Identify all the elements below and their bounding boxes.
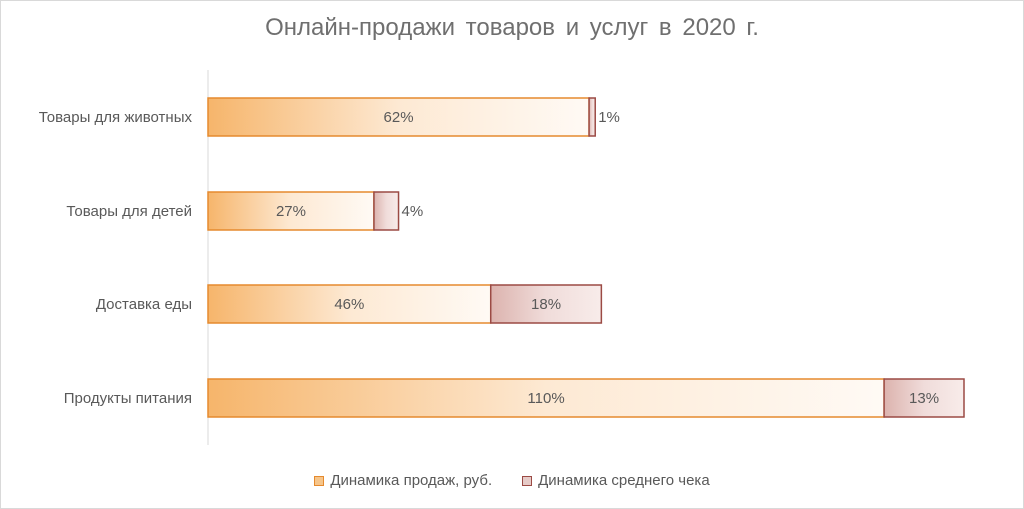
legend-label-sales: Динамика продаж, руб.: [330, 472, 493, 489]
data-label-avg-check: 13%: [909, 390, 939, 407]
bar-sales: [207, 378, 885, 418]
category-label: Товары для животных: [39, 109, 193, 126]
category-label: Товары для детей: [66, 203, 192, 220]
legend: Динамика продаж, руб. Динамика среднего …: [0, 472, 1024, 489]
bar-sales: [207, 97, 590, 137]
chart-title: Онлайн-продажи товаров и услуг в 2020 г.: [265, 14, 759, 41]
data-label-avg-check: 4%: [402, 203, 424, 220]
legend-swatch-check: [522, 475, 533, 486]
bar-avg-check: [883, 378, 965, 418]
data-label-sales: 110%: [527, 390, 564, 407]
category-label: Продукты питания: [64, 390, 192, 407]
legend-label-check: Динамика среднего чека: [538, 472, 710, 489]
legend-swatch-sales: [314, 475, 325, 486]
category-label: Доставка еды: [96, 296, 192, 313]
bar-avg-check: [489, 284, 603, 324]
bar-sales: [207, 191, 375, 231]
legend-item-check: Динамика среднего чека: [522, 472, 710, 489]
data-label-avg-check: 1%: [598, 109, 620, 126]
data-label-sales: 27%: [276, 203, 306, 220]
bar-avg-check: [588, 97, 596, 137]
bar-avg-check: [373, 191, 400, 231]
data-label-sales: 62%: [384, 109, 414, 126]
data-label-sales: 46%: [334, 296, 364, 313]
bar-sales: [207, 284, 492, 324]
data-label-avg-check: 18%: [531, 296, 561, 313]
legend-item-sales: Динамика продаж, руб.: [314, 472, 492, 489]
